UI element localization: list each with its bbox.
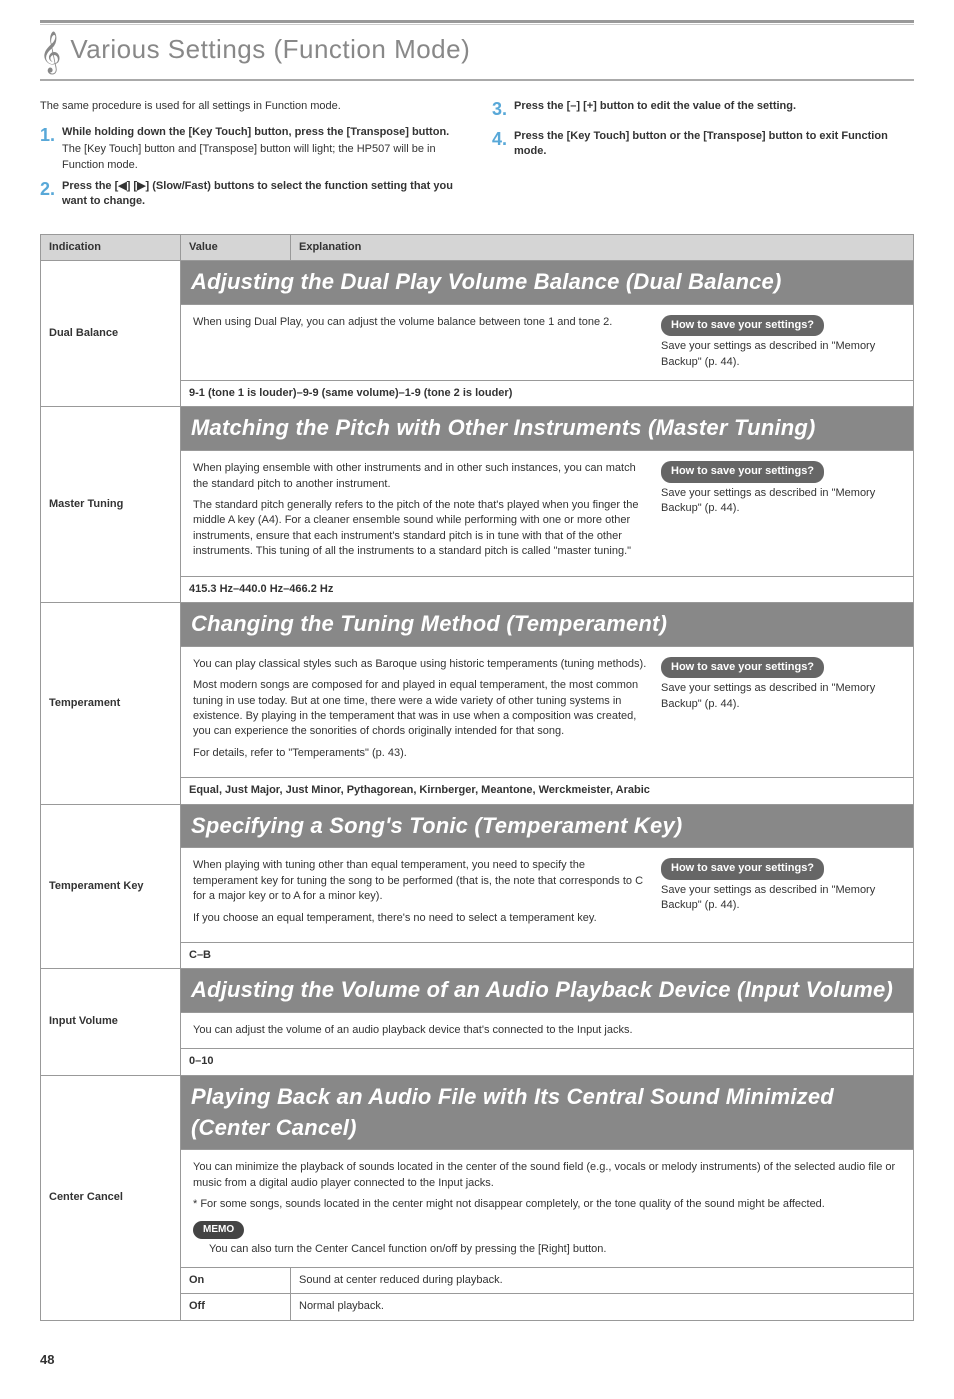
settings-table: Indication Value Explanation Dual Balanc… [40,234,914,1321]
explain-paragraph: The standard pitch generally refers to t… [193,498,647,560]
section-title-cell: Changing the Tuning Method (Temperament) [181,603,914,647]
intro-left: The same procedure is used for all setti… [40,99,462,215]
step-sub: The [Key Touch] button and [Transpose] b… [62,142,462,173]
step-4: 4. Press the [Key Touch] button or the [… [492,129,914,160]
explain-paragraph: When using Dual Play, you can adjust the… [193,315,647,330]
hdr-value: Value [181,234,291,260]
step-number: 3. [492,97,514,122]
indication-center-cancel: Center Cancel [41,1075,181,1320]
save-pill: How to save your settings? [661,461,824,482]
save-box: How to save your settings? Save your set… [661,858,901,913]
section-title-cell: Playing Back an Audio File with Its Cent… [181,1075,914,1150]
explain-cell: You can adjust the volume of an audio pl… [181,1013,914,1049]
section-title: Adjusting the Dual Play Volume Balance (… [191,269,781,294]
step-main: Press the [◀] [▶] (Slow/Fast) buttons to… [62,179,462,210]
explain-text: When using Dual Play, you can adjust the… [193,315,647,336]
intro-right: 3. Press the [–] [+] button to edit the … [492,99,914,215]
indication-dual-balance: Dual Balance [41,261,181,407]
page-header: 𝄞 Various Settings (Function Mode) [40,20,914,81]
step-main: Press the [Key Touch] button or the [Tra… [514,129,914,160]
intro-columns: The same procedure is used for all setti… [40,99,914,215]
treble-clef-icon: 𝄞 [40,31,61,72]
cc-on-desc: Sound at center reduced during playback. [291,1268,914,1294]
explain-paragraph: Most modern songs are composed for and p… [193,678,647,740]
explain-paragraph: For details, refer to "Temperaments" (p.… [193,746,647,761]
step-number: 1. [40,123,62,173]
step-number: 2. [40,177,62,210]
section-title: Adjusting the Volume of an Audio Playbac… [191,977,893,1002]
section-title-cell: Adjusting the Dual Play Volume Balance (… [181,261,914,305]
indication-temperament: Temperament [41,603,181,805]
explain-paragraph: You can adjust the volume of an audio pl… [193,1023,901,1038]
explain-cell: When using Dual Play, you can adjust the… [181,304,914,380]
indication-temperament-key: Temperament Key [41,804,181,969]
save-pill: How to save your settings? [661,858,824,879]
value-row: 9-1 (tone 1 is louder)–9-9 (same volume)… [181,381,914,407]
cc-off-desc: Normal playback. [291,1294,914,1320]
explain-text: When playing with tuning other than equa… [193,858,647,932]
page-number: 48 [40,1351,914,1369]
explain-cell: When playing with tuning other than equa… [181,848,914,943]
explain-text: You can play classical styles such as Ba… [193,657,647,767]
explain-paragraph: If you choose an equal temperament, ther… [193,911,647,926]
save-text: Save your settings as described in "Memo… [661,681,901,712]
step-main: While holding down the [Key Touch] butto… [62,125,462,140]
value-row: 0–10 [181,1049,914,1075]
save-text: Save your settings as described in "Memo… [661,486,901,517]
memo-pill: MEMO [193,1221,244,1239]
save-box: How to save your settings? Save your set… [661,657,901,712]
section-title-cell: Specifying a Song's Tonic (Temperament K… [181,804,914,848]
value-row: 415.3 Hz–440.0 Hz–466.2 Hz [181,576,914,602]
save-pill: How to save your settings? [661,315,824,336]
explain-paragraph: When playing with tuning other than equa… [193,858,647,904]
save-box: How to save your settings? Save your set… [661,461,901,516]
indication-input-volume: Input Volume [41,969,181,1076]
section-title-cell: Matching the Pitch with Other Instrument… [181,407,914,451]
explain-paragraph: You can minimize the playback of sounds … [193,1160,901,1191]
cc-on-key: On [181,1268,291,1294]
explain-text: When playing ensemble with other instrum… [193,461,647,565]
save-pill: How to save your settings? [661,657,824,678]
value-row: C–B [181,942,914,968]
indication-master-tuning: Master Tuning [41,407,181,603]
section-title: Changing the Tuning Method (Temperament) [191,611,667,636]
save-text: Save your settings as described in "Memo… [661,883,901,914]
step-1: 1. While holding down the [Key Touch] bu… [40,125,462,173]
explain-cell: You can play classical styles such as Ba… [181,646,914,777]
page-title: Various Settings (Function Mode) [70,34,470,64]
hdr-explanation: Explanation [291,234,914,260]
step-number: 4. [492,127,514,160]
explain-paragraph: When playing ensemble with other instrum… [193,461,647,492]
explain-paragraph: * For some songs, sounds located in the … [193,1197,901,1212]
section-title: Matching the Pitch with Other Instrument… [191,415,816,440]
explain-cell: You can minimize the playback of sounds … [181,1150,914,1268]
explain-paragraph: You can play classical styles such as Ba… [193,657,647,672]
memo-text: You can also turn the Center Cancel func… [209,1242,901,1257]
save-text: Save your settings as described in "Memo… [661,339,901,370]
section-title: Specifying a Song's Tonic (Temperament K… [191,813,682,838]
hdr-indication: Indication [41,234,181,260]
step-3: 3. Press the [–] [+] button to edit the … [492,99,914,122]
table-header-row: Indication Value Explanation [41,234,914,260]
intro-lead: The same procedure is used for all setti… [40,99,462,114]
section-title-cell: Adjusting the Volume of an Audio Playbac… [181,969,914,1013]
cc-off-key: Off [181,1294,291,1320]
explain-cell: When playing ensemble with other instrum… [181,451,914,576]
section-title: Playing Back an Audio File with Its Cent… [191,1084,834,1140]
save-box: How to save your settings? Save your set… [661,315,901,370]
value-row: Equal, Just Major, Just Minor, Pythagore… [181,778,914,804]
step-2: 2. Press the [◀] [▶] (Slow/Fast) buttons… [40,179,462,210]
step-main: Press the [–] [+] button to edit the val… [514,99,914,114]
